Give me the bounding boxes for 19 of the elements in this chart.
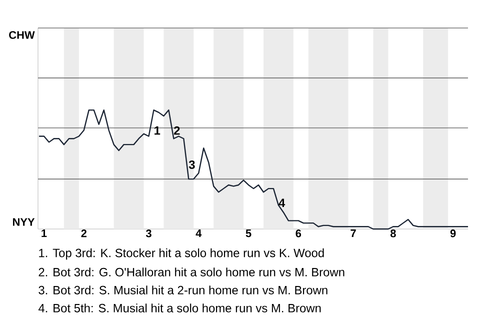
x-tick-label: 3 [146, 230, 152, 238]
text: CHW [9, 31, 35, 39]
x-tick-label: 1 [42, 230, 47, 238]
x-tick-label: 2 [81, 230, 87, 238]
annotation: 4 [278, 198, 286, 207]
x-tick-label: 7 [350, 230, 356, 238]
x-tick-label: 4 [196, 230, 202, 238]
annotation: 3 [188, 160, 195, 169]
text: NYY [13, 218, 35, 226]
annotation: 2 [174, 126, 180, 135]
x-tick-label: 6 [296, 230, 302, 238]
annotation: 1 [154, 126, 160, 135]
x-tick-label: 8 [390, 230, 396, 238]
text: 4. Bot 5th: S. Musial hit a solo home run vs M. Brown [38, 304, 321, 312]
text: 3. Bot 3rd: S. Musial hit a 2-run home run vs M. Brown [38, 286, 328, 294]
x-tick-label: 9 [450, 230, 456, 238]
text: 2. Bot 3rd: G. O'Halloran hit a solo home run vs M. Brown [38, 268, 344, 276]
text: 1. Top 3rd: K. Stocker hit a solo home run vs K. Wood [39, 248, 324, 260]
x-tick-label: 5 [246, 230, 252, 238]
